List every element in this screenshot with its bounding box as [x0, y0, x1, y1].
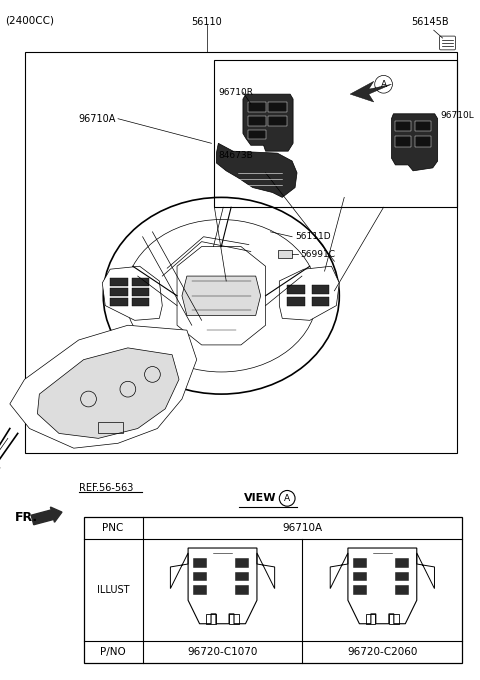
Bar — [132, 288, 149, 296]
Text: P/NO: P/NO — [100, 647, 126, 657]
Text: 56111D: 56111D — [295, 233, 331, 241]
Bar — [84, 517, 462, 662]
Bar — [248, 102, 265, 112]
Bar — [110, 298, 128, 305]
Bar — [248, 116, 265, 126]
Polygon shape — [243, 94, 293, 151]
Polygon shape — [102, 267, 162, 320]
Text: 96720-C1070: 96720-C1070 — [187, 647, 258, 657]
Bar — [24, 52, 457, 453]
Text: A: A — [381, 80, 386, 89]
Polygon shape — [10, 325, 197, 448]
Bar — [353, 572, 367, 581]
Bar — [287, 296, 305, 305]
Text: (2400CC): (2400CC) — [5, 16, 54, 25]
Text: ILLUST: ILLUST — [97, 585, 129, 595]
Text: 56145B: 56145B — [411, 18, 449, 27]
Bar — [98, 422, 123, 433]
Polygon shape — [177, 247, 265, 345]
Bar — [389, 614, 399, 624]
Text: 96710A: 96710A — [282, 523, 323, 533]
Text: REF.56-563: REF.56-563 — [79, 483, 133, 492]
Bar — [235, 585, 249, 595]
Bar — [248, 129, 265, 139]
Text: 56991C: 56991C — [300, 250, 335, 259]
Polygon shape — [279, 267, 339, 320]
Polygon shape — [182, 276, 261, 316]
Text: 96710L: 96710L — [441, 112, 474, 120]
Bar — [206, 614, 216, 624]
Bar — [132, 298, 149, 305]
Bar — [193, 558, 207, 568]
Bar — [132, 278, 149, 286]
Bar — [267, 116, 287, 126]
Bar — [235, 572, 249, 581]
Bar — [366, 614, 375, 624]
Bar — [267, 102, 287, 112]
Text: PNC: PNC — [102, 523, 124, 533]
Bar — [396, 120, 411, 131]
Bar — [110, 278, 128, 286]
Polygon shape — [37, 348, 179, 439]
Text: 56110: 56110 — [191, 18, 222, 27]
Bar — [278, 250, 292, 258]
Polygon shape — [216, 143, 297, 197]
Bar — [395, 572, 409, 581]
Text: 84673B: 84673B — [218, 151, 253, 160]
Bar — [395, 558, 409, 568]
Bar — [110, 288, 128, 296]
Bar — [193, 572, 207, 581]
Text: FR.: FR. — [15, 511, 38, 524]
Bar — [396, 137, 411, 148]
Text: VIEW: VIEW — [244, 494, 277, 503]
Text: 96720-C2060: 96720-C2060 — [347, 647, 418, 657]
Bar — [312, 296, 329, 305]
Bar — [312, 285, 329, 294]
Bar — [287, 285, 305, 294]
Bar — [215, 60, 457, 207]
Text: 96710R: 96710R — [218, 88, 253, 97]
Bar — [235, 558, 249, 568]
FancyArrow shape — [31, 507, 62, 525]
Polygon shape — [392, 114, 438, 171]
Bar — [353, 585, 367, 595]
Text: 96710A: 96710A — [79, 114, 116, 124]
Bar — [415, 137, 431, 148]
Text: A: A — [284, 494, 290, 503]
Bar — [415, 120, 431, 131]
Bar — [229, 614, 239, 624]
Bar — [395, 585, 409, 595]
Bar — [193, 585, 207, 595]
Bar — [353, 558, 367, 568]
FancyBboxPatch shape — [440, 36, 456, 50]
Polygon shape — [350, 82, 392, 102]
